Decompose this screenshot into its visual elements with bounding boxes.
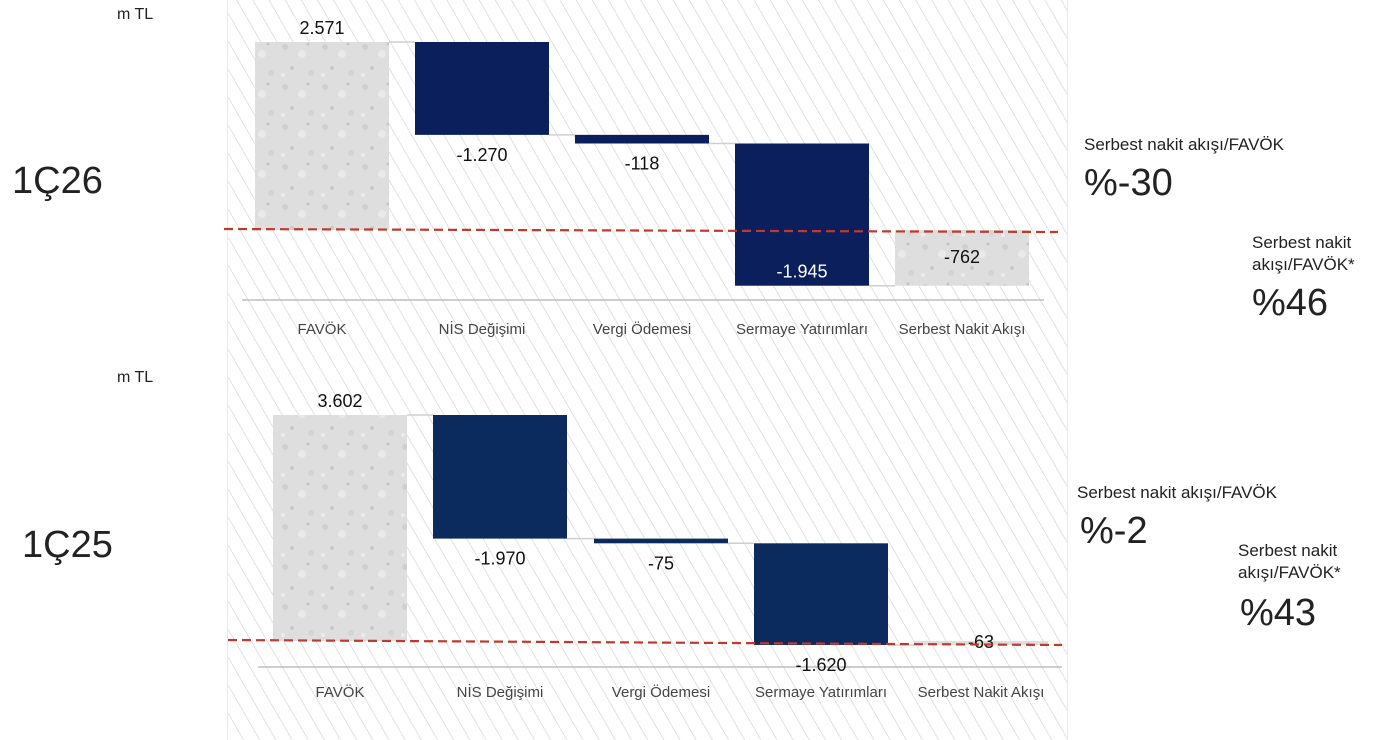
data-label: -762 (944, 247, 980, 267)
bar-fav-k (255, 42, 389, 230)
metric-value: %46 (1252, 282, 1329, 324)
waterfall-chart-1q26: 2.571 FAVÖK -1.270 NİS Değişimi -118 Vergi Öd… (223, 18, 1059, 338)
period-label: 1Ç25 (22, 524, 113, 566)
category-label: FAVÖK (298, 320, 347, 338)
unit-label: m TL (117, 369, 154, 386)
data-label: -1.945 (776, 262, 827, 282)
bar-serbest-nakit-ak- (914, 641, 1048, 645)
category-label: Vergi Ödemesi (593, 320, 691, 338)
bar-sermaye-yat-r-mlar- (754, 543, 888, 645)
bar-sermaye-yat-r-mlar- (735, 143, 869, 286)
metric-value: %-30 (1084, 162, 1173, 204)
bar-vergi-demesi (594, 538, 728, 544)
period-label: 1Ç26 (12, 160, 103, 202)
bar-ni-s-de-i-imi (433, 415, 567, 539)
data-label: -118 (625, 153, 660, 173)
data-label: -1.970 (474, 549, 525, 569)
data-label: 2.571 (299, 18, 344, 38)
bar-vergi-demesi (575, 134, 709, 144)
data-label: -63 (968, 632, 994, 652)
metric-label: Serbest nakit akışı/FAVÖK (1077, 483, 1277, 502)
metric-label: Serbest nakit akışı/FAVÖK* (1238, 541, 1341, 582)
metric-label: Serbest nakit akışı/FAVÖK* (1252, 233, 1355, 274)
bar-serbest-nakit-ak- (895, 230, 1029, 286)
category-label: FAVÖK (316, 683, 365, 701)
metric-label: Serbest nakit akışı/FAVÖK (1084, 135, 1284, 154)
category-label: Serbest Nakit Akışı (899, 321, 1026, 338)
category-label: Serbest Nakit Akışı (918, 684, 1045, 701)
category-label: Sermaye Yatırımları (736, 321, 868, 338)
data-label: -1.270 (456, 145, 507, 165)
bar-ni-s-de-i-imi (415, 42, 549, 135)
data-label: 3.602 (317, 391, 362, 411)
category-label: Vergi Ödemesi (612, 683, 710, 701)
category-label: NİS Değişimi (457, 683, 544, 701)
bar-fav-k (273, 415, 407, 641)
metric-value: %-2 (1080, 510, 1148, 552)
data-label: -1.620 (795, 655, 846, 675)
unit-label: m TL (117, 6, 154, 23)
category-label: NİS Değişimi (439, 320, 526, 338)
data-label: -75 (648, 553, 674, 573)
category-label: Sermaye Yatırımları (755, 684, 887, 701)
metric-value: %43 (1240, 592, 1317, 634)
